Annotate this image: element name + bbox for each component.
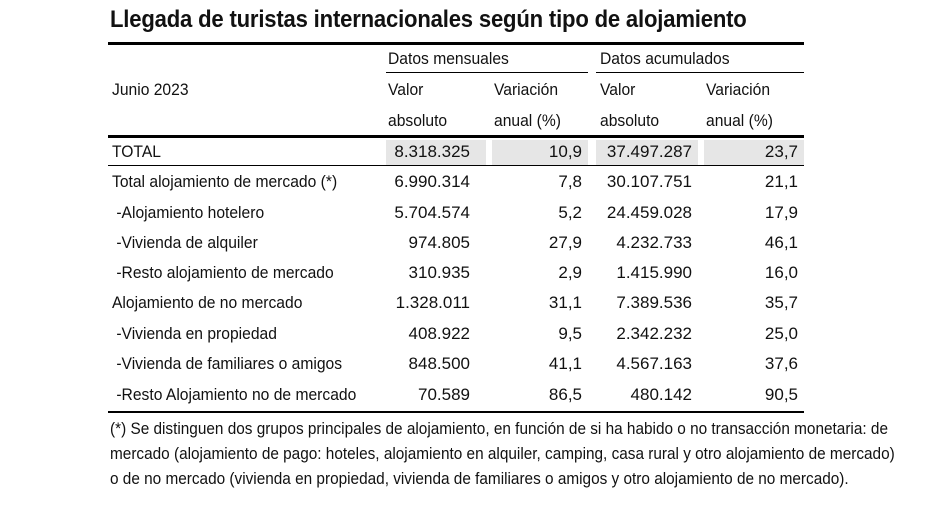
row-label: Alojamiento de no mercado xyxy=(112,293,303,312)
col-header-cumulative-abs-1: Valor xyxy=(600,80,636,99)
col-header-cumulative-var-1: Variación xyxy=(706,80,771,99)
cell-c-abs: 2.342.232 xyxy=(616,324,692,343)
total-row-shade xyxy=(492,140,588,165)
cell-c-abs: 1.415.990 xyxy=(616,263,692,282)
group-header-cumulative: Datos acumulados xyxy=(600,49,730,68)
cell-c-var: 16,0 xyxy=(764,263,798,282)
cell-m-var: 7,8 xyxy=(558,172,582,191)
cell-m-var: 27,9 xyxy=(548,233,582,252)
table-title: Llegada de turistas internacionales segú… xyxy=(110,6,747,33)
cell-c-var: 37,6 xyxy=(764,354,798,373)
row-label: Total alojamiento de mercado (*) xyxy=(112,172,338,191)
row-label: -Resto alojamiento de mercado xyxy=(112,263,334,282)
cell-m-var: 31,1 xyxy=(548,293,582,312)
row-label: -Resto Alojamiento no de mercado xyxy=(112,385,357,404)
cell-c-abs: 4.567.163 xyxy=(616,354,692,373)
group-underline-monthly xyxy=(386,72,588,73)
cell-m-abs: 70.589 xyxy=(418,385,470,404)
total-row-shade xyxy=(596,140,698,165)
cell-c-var: 23,7 xyxy=(764,142,798,161)
total-row-rule xyxy=(108,165,804,166)
row-label: -Vivienda de alquiler xyxy=(112,233,258,252)
cell-c-abs: 24.459.028 xyxy=(606,203,692,222)
row-label: -Vivienda de familiares o amigos xyxy=(112,354,343,373)
header-rule xyxy=(108,135,804,138)
group-header-monthly: Datos mensuales xyxy=(388,49,509,68)
cell-m-var: 2,9 xyxy=(558,263,582,282)
cell-c-abs: 7.389.536 xyxy=(616,293,692,312)
row-label: TOTAL xyxy=(112,142,161,161)
cell-m-abs: 5.704.574 xyxy=(394,203,470,222)
col-header-cumulative-abs-2: absoluto xyxy=(600,111,660,130)
footnote-line-2: mercado (alojamiento de pago: hoteles, a… xyxy=(110,445,895,463)
group-underline-cumulative xyxy=(596,72,804,73)
cell-m-abs: 6.990.314 xyxy=(394,172,470,191)
bottom-rule xyxy=(108,411,804,413)
cell-c-var: 90,5 xyxy=(764,385,798,404)
footnote-line-3: o de no mercado (vivienda en propiedad, … xyxy=(110,470,849,488)
cell-c-var: 17,9 xyxy=(764,203,798,222)
total-row-shade xyxy=(704,140,804,165)
cell-c-var: 25,0 xyxy=(764,324,798,343)
cell-c-var: 35,7 xyxy=(764,293,798,312)
col-header-monthly-abs-2: absoluto xyxy=(388,111,448,130)
cell-m-var: 86,5 xyxy=(548,385,582,404)
cell-m-abs: 848.500 xyxy=(408,354,470,373)
col-header-monthly-abs-1: Valor xyxy=(388,80,424,99)
total-row-shade xyxy=(386,140,486,165)
cell-m-abs: 8.318.325 xyxy=(394,142,470,161)
cell-c-abs: 4.232.733 xyxy=(616,233,692,252)
footnote-line-1: (*) Se distinguen dos grupos principales… xyxy=(110,420,888,438)
row-label: -Alojamiento hotelero xyxy=(112,203,265,222)
cell-c-var: 21,1 xyxy=(764,172,798,191)
cell-m-var: 10,9 xyxy=(548,142,582,161)
cell-c-abs: 37.497.287 xyxy=(606,142,692,161)
cell-m-abs: 408.922 xyxy=(408,324,470,343)
cell-c-abs: 30.107.751 xyxy=(606,172,692,191)
top-rule xyxy=(108,42,804,45)
cell-m-abs: 1.328.011 xyxy=(395,293,470,312)
cell-m-var: 5,2 xyxy=(558,203,582,222)
col-header-monthly-var-1: Variación xyxy=(494,80,559,99)
cell-m-abs: 974.805 xyxy=(408,233,470,252)
col-header-monthly-var-2: anual (%) xyxy=(494,111,561,130)
cell-m-abs: 310.935 xyxy=(408,263,470,282)
cell-c-var: 46,1 xyxy=(764,233,798,252)
row-label: -Vivienda en propiedad xyxy=(112,324,277,343)
col-header-cumulative-var-2: anual (%) xyxy=(706,111,773,130)
cell-m-var: 41,1 xyxy=(548,354,582,373)
cell-m-var: 9,5 xyxy=(558,324,582,343)
cell-c-abs: 480.142 xyxy=(630,385,692,404)
period-label: Junio 2023 xyxy=(112,80,189,99)
